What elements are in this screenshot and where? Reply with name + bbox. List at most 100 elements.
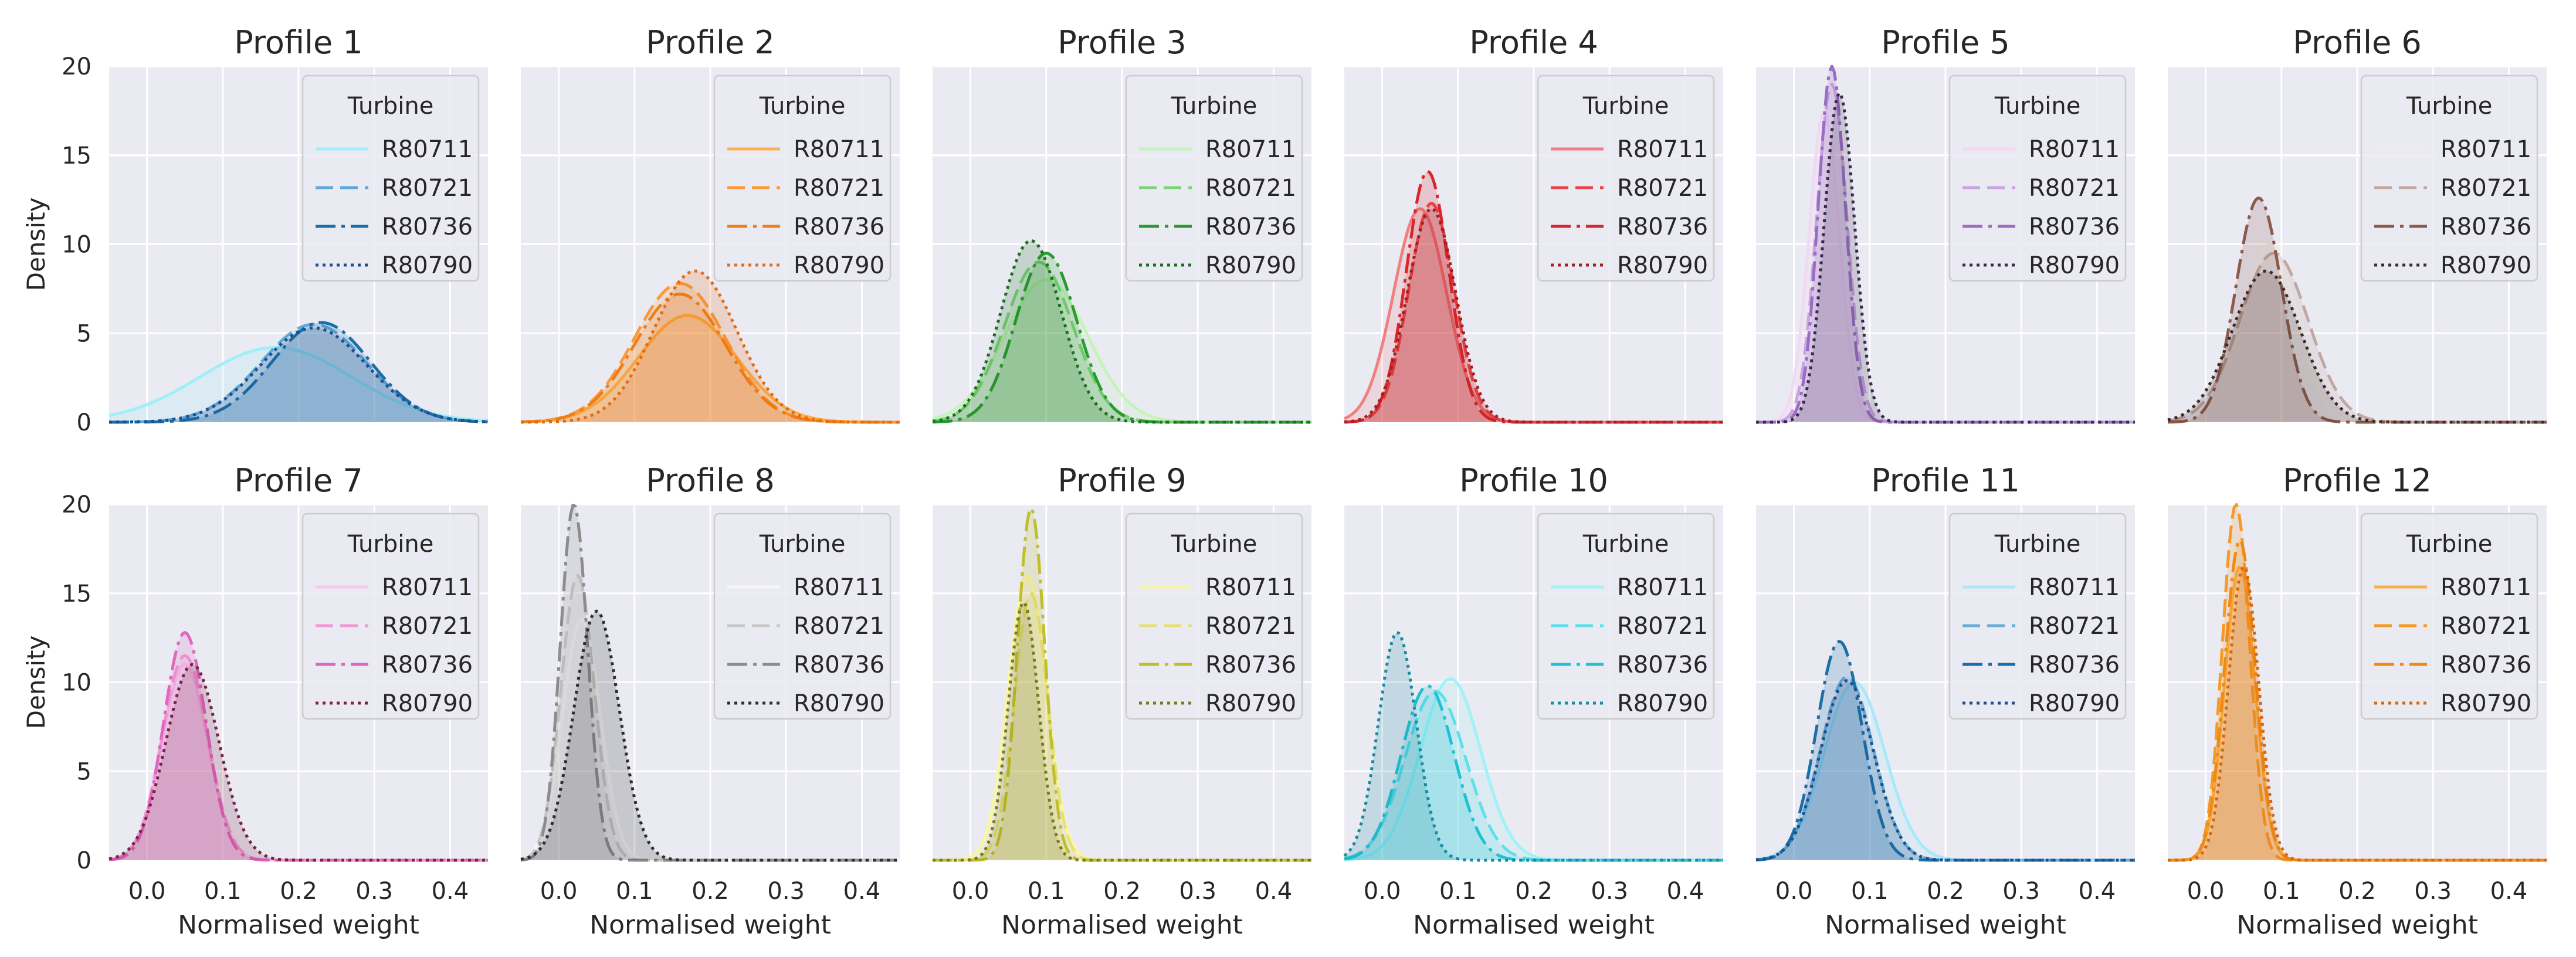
y-tick-label: 5 [77, 758, 91, 785]
legend-label: R80711 [794, 574, 884, 601]
legend: Turbine R80711 R80721 R80736 R80790 [2360, 513, 2538, 720]
x-axis-label: Normalised weight [2236, 910, 2478, 940]
density-curve-r80736 [2167, 196, 2547, 424]
x-tick-label: 0.0 [128, 878, 166, 905]
panel-title: Profile 12 [2283, 462, 2432, 499]
y-tick-label: 20 [62, 491, 91, 518]
x-tick-label: 0.4 [1255, 878, 1293, 905]
legend-box [301, 74, 480, 282]
x-axis-label: Normalised weight [178, 910, 419, 940]
density-fill-r80721 [1344, 691, 1723, 860]
legend: Turbine R80711 R80721 R80736 R80790 [713, 513, 892, 720]
x-tick-label: 0.4 [432, 878, 469, 905]
x-tick-label: 0.3 [2414, 878, 2452, 905]
legend-label: R80790 [382, 690, 473, 717]
density-curve-r80790 [1756, 91, 2135, 424]
panel-title: Profile 10 [1459, 462, 1608, 499]
legend-box [1125, 513, 1303, 720]
density-fill-r80736 [521, 294, 900, 422]
legend-box [713, 74, 892, 282]
legend-title: Turbine [1994, 531, 2081, 558]
legend-label: R80790 [794, 252, 884, 279]
x-axis-label: Normalised weight [589, 910, 831, 940]
legend-label: R80790 [2441, 690, 2531, 717]
density-fill-r80736 [109, 632, 488, 860]
legend-label: R80736 [1617, 651, 1708, 678]
legend-label: R80736 [2441, 213, 2531, 240]
panel-1: Profile 1 0 5 10 15 20 Density Turbine R80711 R80… [22, 24, 489, 436]
x-tick-label: 0.2 [1927, 878, 1964, 905]
legend-label: R80736 [1617, 213, 1708, 240]
x-tick-label: 0.1 [1851, 878, 1889, 905]
density-curve-r80790 [1344, 207, 1723, 424]
x-tick-label: 0.1 [2263, 878, 2300, 905]
legend-label: R80721 [2029, 175, 2120, 202]
legend-box [1537, 513, 1715, 720]
legend-title: Turbine [1582, 531, 1669, 558]
x-tick-label: 0.0 [952, 878, 989, 905]
legend-title: Turbine [2406, 531, 2493, 558]
legend-label: R80711 [2029, 136, 2120, 163]
panel-2: Profile 2 Turbine R80711 R80721 R80736 R80790 [520, 24, 900, 424]
density-fill-r80736 [521, 505, 900, 860]
density-fill-r80721 [2168, 504, 2547, 860]
panel-title: Profile 6 [2293, 24, 2421, 61]
density-fill-r80711 [2168, 244, 2547, 422]
legend-title: Turbine [347, 93, 434, 120]
legend-label: R80736 [1205, 651, 1296, 678]
x-tick-label: 0.0 [1364, 878, 1401, 905]
density-fill-r80736 [1756, 66, 2135, 422]
legend-label: R80736 [794, 213, 884, 240]
y-tick-label: 15 [62, 581, 91, 608]
panel-title: Profile 5 [1881, 24, 2009, 61]
legend-title: Turbine [1994, 93, 2081, 120]
panel-title: Profile 4 [1469, 24, 1598, 61]
legend-label: R80711 [1205, 574, 1296, 601]
x-tick-label: 0.1 [1439, 878, 1477, 905]
legend-label: R80721 [1617, 175, 1708, 202]
legend-label: R80790 [382, 252, 473, 279]
legend-box [301, 513, 480, 720]
panel-6: Profile 6 Turbine R80711 R80721 R80736 R80790 [2167, 24, 2547, 424]
legend-label: R80736 [2029, 651, 2120, 678]
y-axis-label: Density [22, 198, 50, 291]
x-tick-label: 0.3 [355, 878, 393, 905]
panel-title: Profile 3 [1057, 24, 1186, 61]
density-fill-r80721 [1756, 677, 2135, 860]
x-tick-label: 0.1 [204, 878, 242, 905]
legend-label: R80721 [2441, 175, 2531, 202]
density-fill-r80790 [2168, 566, 2547, 860]
x-tick-label: 0.0 [1775, 878, 1813, 905]
x-tick-label: 0.3 [1591, 878, 1628, 905]
legend: Turbine R80711 R80721 R80736 R80790 [301, 74, 480, 282]
legend-box [2360, 513, 2538, 720]
legend-box [1125, 74, 1303, 282]
legend-label: R80790 [1205, 690, 1296, 717]
density-curve-r80736 [933, 252, 1311, 424]
y-axis-label: Density [22, 636, 50, 729]
legend-label: R80711 [2441, 136, 2531, 163]
legend: Turbine R80711 R80721 R80736 R80790 [1537, 74, 1715, 282]
x-tick-label: 0.3 [767, 878, 805, 905]
legend-label: R80711 [1205, 136, 1296, 163]
legend: Turbine R80711 R80721 R80736 R80790 [1125, 74, 1303, 282]
y-tick-label: 5 [77, 320, 91, 347]
x-axis-label: Normalised weight [1001, 910, 1243, 940]
density-fill-r80721 [109, 324, 488, 422]
density-fill-r80721 [933, 593, 1311, 860]
density-curve-r80736 [1344, 169, 1723, 424]
legend-title: Turbine [1171, 531, 1258, 558]
legend-title: Turbine [759, 531, 846, 558]
x-tick-label: 0.0 [540, 878, 578, 905]
density-curve-r80790 [109, 326, 489, 424]
legend-label: R80736 [2441, 651, 2531, 678]
legend: Turbine R80711 R80721 R80736 R80790 [1125, 513, 1303, 720]
panel-title: Profile 1 [234, 24, 362, 61]
legend: Turbine R80711 R80721 R80736 R80790 [1537, 513, 1715, 720]
legend-label: R80721 [1205, 175, 1296, 202]
legend-label: R80790 [1617, 252, 1708, 279]
density-fill-r80711 [1756, 111, 2135, 423]
legend-label: R80736 [382, 213, 473, 240]
y-tick-label: 10 [62, 670, 91, 697]
